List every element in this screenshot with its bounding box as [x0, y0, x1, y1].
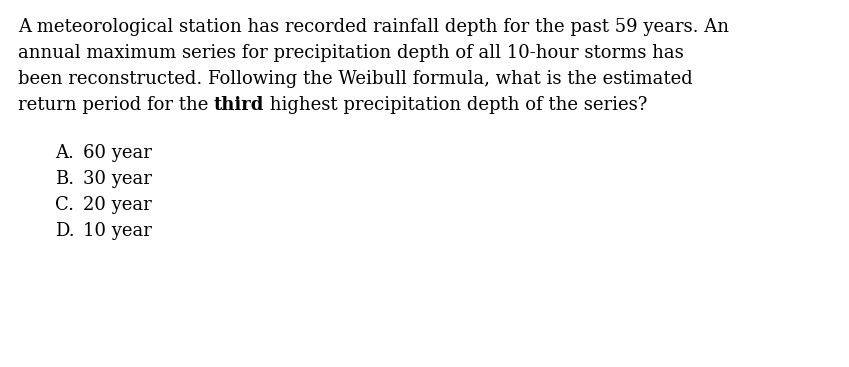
Text: highest precipitation depth of the series?: highest precipitation depth of the serie… [265, 96, 648, 114]
Text: been reconstructed. Following the Weibull formula, what is the estimated: been reconstructed. Following the Weibul… [18, 70, 693, 88]
Text: 30 year: 30 year [83, 170, 152, 188]
Text: A.: A. [55, 144, 74, 162]
Text: 60 year: 60 year [83, 144, 152, 162]
Text: B.: B. [55, 170, 74, 188]
Text: annual maximum series for precipitation depth of all 10-hour storms has: annual maximum series for precipitation … [18, 44, 683, 62]
Text: C.: C. [55, 196, 74, 214]
Text: D.: D. [55, 222, 75, 240]
Text: return period for the: return period for the [18, 96, 214, 114]
Text: 20 year: 20 year [83, 196, 152, 214]
Text: third: third [214, 96, 265, 114]
Text: A meteorological station has recorded rainfall depth for the past 59 years. An: A meteorological station has recorded ra… [18, 18, 729, 36]
Text: 10 year: 10 year [83, 222, 152, 240]
